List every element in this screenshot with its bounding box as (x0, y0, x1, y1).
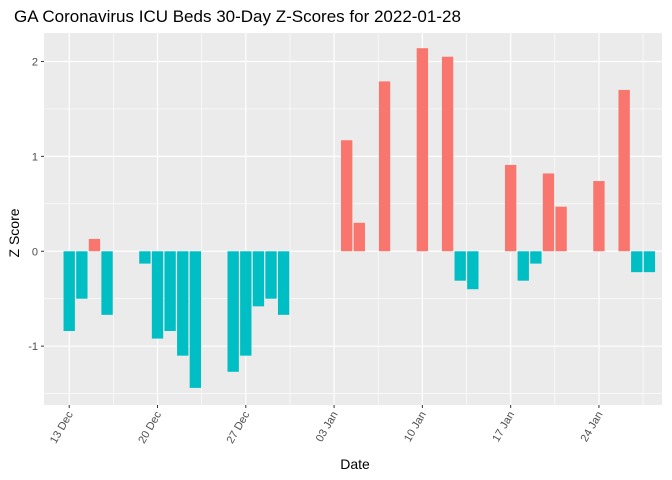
bar (643, 251, 656, 273)
bar (252, 251, 265, 307)
bar (378, 81, 391, 252)
bars (63, 48, 656, 388)
bar (441, 56, 454, 252)
chart-title: GA Coronavirus ICU Beds 30-Day Z-Scores … (14, 7, 461, 26)
bar (618, 89, 630, 252)
y-axis: -1 0 1 2 (28, 56, 44, 353)
x-tick-label: 10 Jan (402, 410, 429, 445)
bar (542, 173, 555, 252)
bar (265, 251, 277, 299)
plot-panel (44, 33, 662, 405)
bar (555, 206, 567, 252)
y-tick-label: 2 (32, 56, 38, 68)
x-axis-title: Date (340, 456, 370, 472)
bar (504, 164, 517, 252)
y-tick-label: 0 (32, 246, 38, 258)
bar (151, 251, 164, 339)
bar (631, 251, 643, 273)
y-tick-label: 1 (32, 151, 38, 163)
bar (416, 48, 429, 252)
bar (240, 251, 252, 356)
bar (341, 140, 353, 252)
bar (88, 238, 101, 252)
x-tick-label: 24 Jan (579, 410, 606, 445)
bar (530, 251, 542, 264)
bar (101, 251, 113, 315)
bar (454, 251, 466, 281)
bar (139, 251, 151, 264)
bar (189, 251, 202, 388)
x-tick-label: 27 Dec (225, 409, 253, 446)
bar (164, 251, 176, 331)
y-axis-title: Z Score (6, 208, 22, 257)
bar (593, 181, 605, 252)
bar (353, 222, 365, 252)
x-tick-label: 20 Dec (136, 409, 164, 446)
minor-gridlines (44, 33, 662, 405)
x-axis: 13 Dec 20 Dec 27 Dec 03 Jan 10 Jan 17 Jan 24 J… (48, 405, 606, 446)
bar (177, 251, 189, 356)
x-tick-label: 17 Jan (490, 410, 517, 445)
x-tick-label: 13 Dec (48, 409, 76, 446)
y-tick-label: -1 (28, 341, 38, 353)
bar (277, 251, 290, 315)
bar (467, 251, 479, 290)
x-tick-label: 03 Jan (314, 410, 341, 445)
bar (517, 251, 529, 281)
bar (76, 251, 88, 299)
bar (63, 251, 75, 331)
bar (227, 251, 239, 372)
